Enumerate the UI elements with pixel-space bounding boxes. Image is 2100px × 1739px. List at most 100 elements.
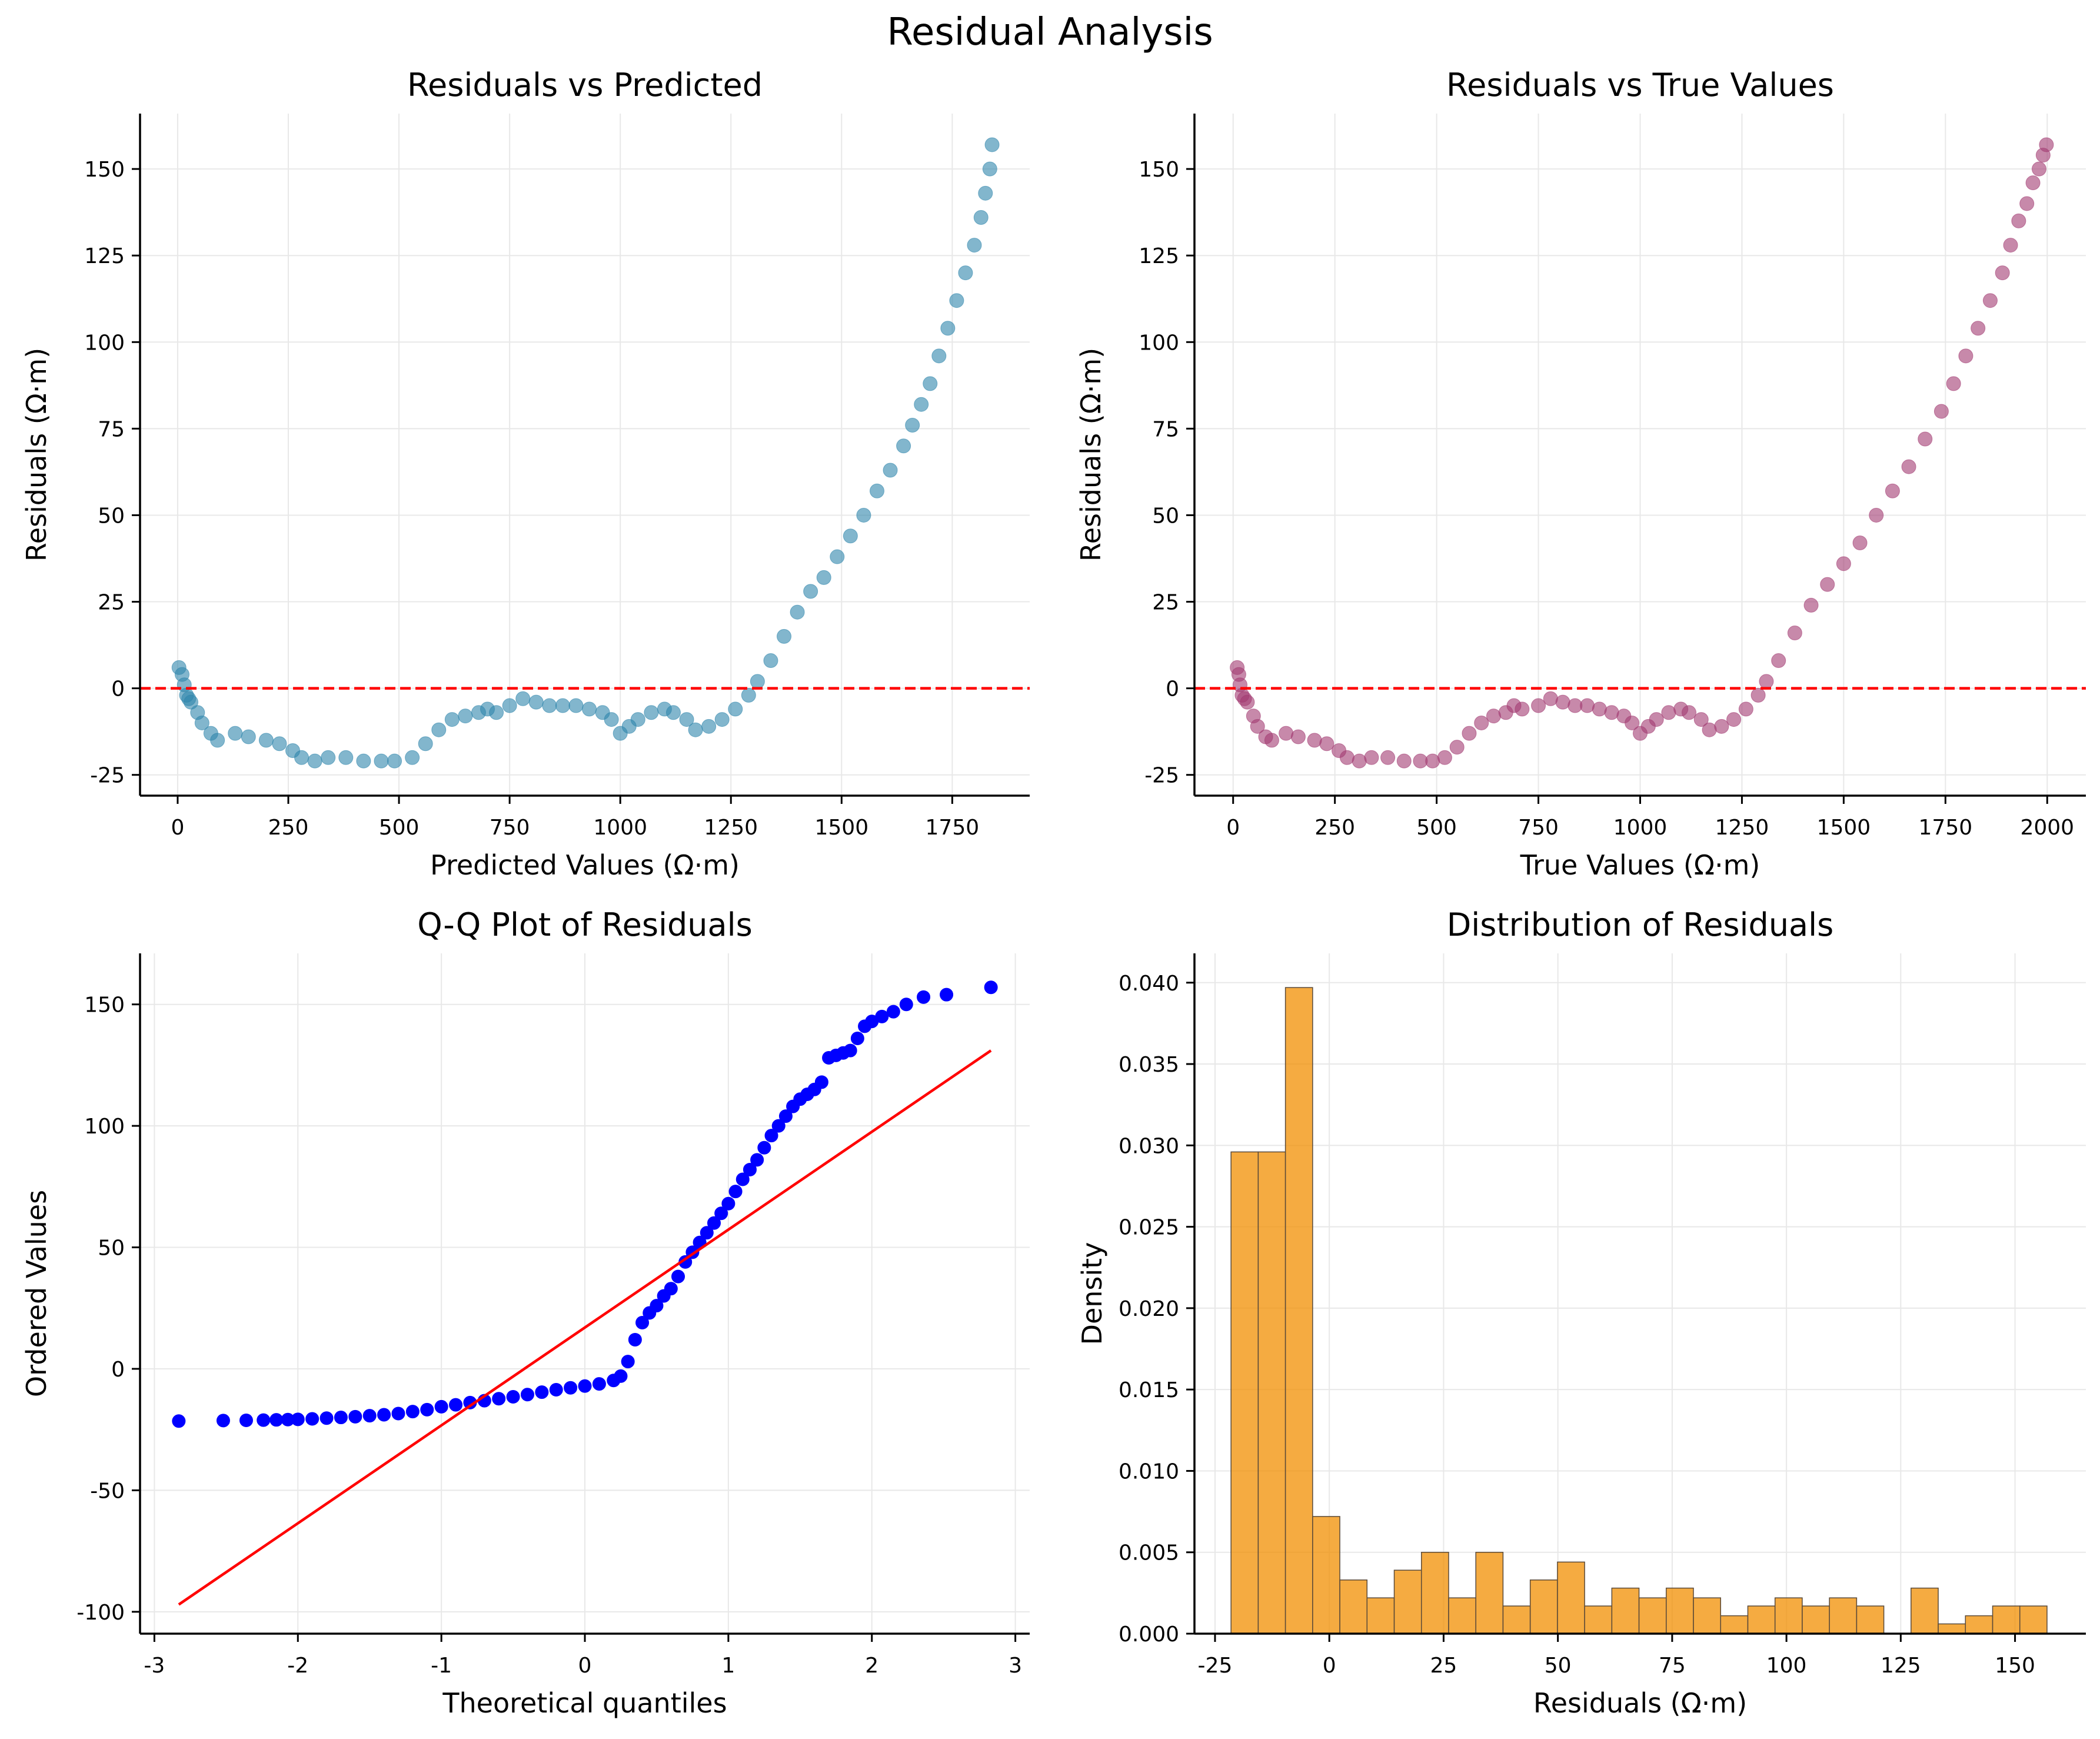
data-point: [905, 417, 920, 433]
data-point: [549, 1382, 563, 1396]
histogram-bar: [1992, 1605, 2021, 1634]
histogram-bar: [1502, 1605, 1531, 1634]
y-tick-label: -100: [76, 1601, 125, 1625]
histogram-bar: [1448, 1597, 1476, 1634]
data-point: [721, 1196, 736, 1211]
y-tick-label: 150: [84, 158, 125, 182]
data-point: [1580, 698, 1595, 713]
y-tick-label: 0.035: [1119, 1053, 1179, 1077]
y-tick-label: -25: [90, 764, 125, 788]
data-point: [940, 321, 956, 336]
data-point: [334, 1411, 348, 1425]
data-point: [803, 584, 818, 599]
data-point: [502, 698, 517, 713]
data-point: [172, 1414, 186, 1428]
data-point: [492, 1392, 506, 1406]
x-tick-label: 0: [578, 1654, 592, 1678]
y-tick-label: 0.025: [1119, 1216, 1179, 1240]
data-point: [305, 1412, 320, 1426]
x-tick-label: 1750: [1919, 816, 1973, 840]
data-point: [272, 736, 287, 752]
data-point: [843, 1043, 857, 1058]
x-tick-label: 2: [865, 1654, 878, 1678]
data-point: [688, 722, 703, 737]
data-point: [2019, 196, 2035, 211]
chart-title: Residuals vs Predicted: [407, 66, 763, 104]
data-point: [917, 990, 931, 1004]
y-tick-label: 50: [1152, 504, 1179, 528]
data-point: [1515, 701, 1530, 717]
y-tick-label: 0.040: [1119, 972, 1179, 996]
data-point: [1750, 687, 1766, 703]
y-tick-label: 75: [1152, 417, 1179, 441]
data-point: [1759, 674, 1774, 689]
data-point: [1543, 691, 1558, 706]
data-point: [1449, 740, 1465, 755]
data-point: [1682, 705, 1697, 720]
data-point: [750, 674, 765, 689]
data-point: [958, 265, 973, 281]
data-point: [604, 712, 619, 727]
data-point: [701, 719, 717, 734]
data-point: [1869, 507, 1884, 523]
histogram-bar: [1938, 1623, 1966, 1634]
data-point: [1352, 753, 1367, 769]
data-point: [1250, 719, 1265, 734]
data-point: [592, 1377, 606, 1391]
data-point: [405, 1405, 420, 1419]
data-point: [763, 653, 778, 669]
data-point: [741, 687, 756, 703]
data-point: [644, 705, 659, 720]
x-tick-label: 75: [1659, 1654, 1686, 1678]
histogram-bar: [1584, 1605, 1613, 1634]
data-point: [1738, 701, 1753, 717]
x-tick-label: 50: [1545, 1654, 1572, 1678]
data-point: [982, 161, 997, 177]
data-point: [814, 1075, 828, 1089]
x-tick-label: 0: [1323, 1654, 1336, 1678]
x-tick-label: 0: [1226, 816, 1240, 840]
data-point: [816, 570, 831, 585]
data-point: [883, 463, 898, 478]
x-tick-label: 250: [1314, 816, 1355, 840]
histogram-bar: [1911, 1587, 1939, 1634]
data-point: [850, 1032, 864, 1045]
histogram-bar: [1393, 1570, 1422, 1634]
x-tick-label: 1250: [704, 816, 758, 840]
data-point: [555, 698, 570, 713]
data-point: [2025, 175, 2041, 191]
data-point: [307, 753, 322, 769]
chart-title: Residuals vs True Values: [1446, 66, 1834, 104]
data-point: [614, 1369, 628, 1383]
histogram-bar: [1420, 1551, 1449, 1634]
data-point: [869, 483, 884, 498]
histogram-bar: [1720, 1615, 1749, 1634]
data-point: [1702, 722, 1717, 737]
data-point: [1380, 750, 1396, 765]
x-tick-label: 500: [379, 816, 420, 840]
figure-title: Residual Analysis: [887, 11, 1213, 54]
histogram-bar: [1529, 1579, 1558, 1634]
data-point: [1803, 597, 1819, 613]
x-tick-label: 3: [1009, 1654, 1022, 1678]
x-tick-label: 750: [1518, 816, 1559, 840]
data-point: [2039, 137, 2054, 152]
data-point: [241, 729, 256, 744]
data-point: [1531, 698, 1546, 713]
data-point: [830, 549, 845, 564]
data-point: [1933, 404, 1949, 419]
data-point: [506, 1389, 520, 1404]
x-tick-label: 1500: [814, 816, 868, 840]
data-point: [1771, 653, 1786, 669]
data-point: [856, 507, 871, 523]
x-tick-label: 1: [721, 1654, 735, 1678]
y-tick-label: 25: [1152, 591, 1179, 615]
panel-residuals-vs-predicted: 0 250 500 750 1000 1250 1500 1750 -25 0 25 50 75 100 1…: [21, 66, 1030, 881]
data-point: [1396, 753, 1412, 769]
data-point: [449, 1398, 463, 1412]
y-tick-label: 100: [84, 1115, 125, 1139]
y-axis-label: Residuals (Ω·m): [1075, 348, 1107, 561]
data-point: [736, 1172, 750, 1186]
data-point: [630, 712, 645, 727]
y-tick-label: 150: [84, 993, 125, 1018]
